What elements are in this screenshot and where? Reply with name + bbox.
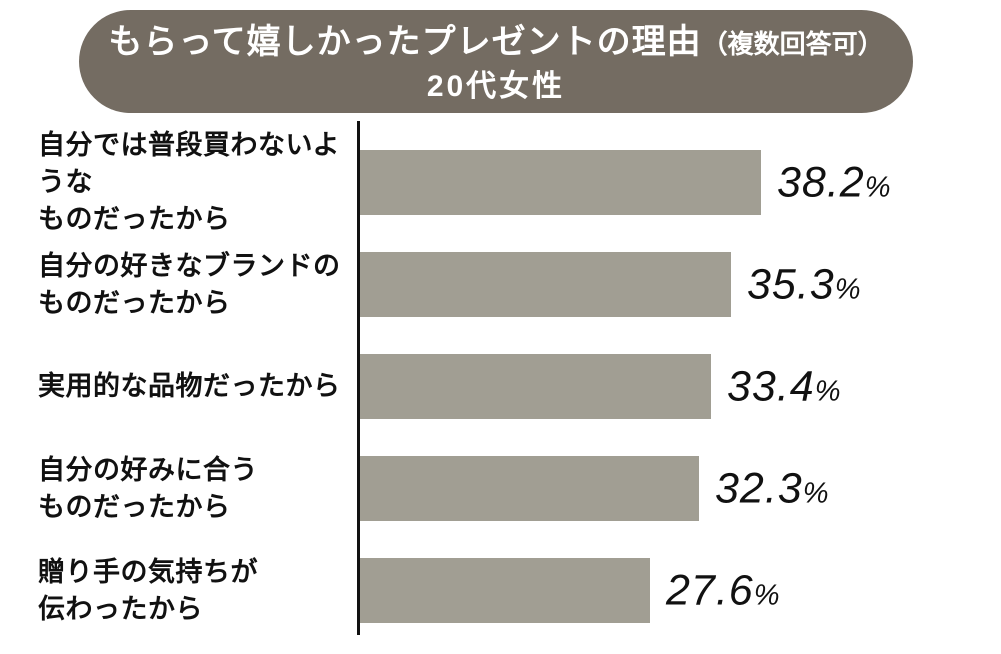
category-label-line: 実用的な品物だったから (38, 371, 341, 401)
chart-title-line1: もらって嬉しかったプレゼントの理由（複数回答可） (108, 19, 883, 67)
category-label: 贈り手の気持ちが 伝わったから (38, 550, 350, 631)
percent-sign: % (834, 273, 861, 305)
value-number: 33.4 (727, 362, 815, 410)
percent-sign: % (864, 171, 891, 203)
bar (360, 558, 650, 623)
value-label: 27.6% (666, 566, 780, 615)
value-number: 35.3 (747, 260, 835, 308)
category-label: 実用的な品物だったから (38, 346, 350, 427)
category-label-line: ものだったから (38, 287, 231, 318)
category-label-line: 伝わったから (38, 593, 203, 624)
category-label: 自分の好きなブランドの ものだったから (38, 244, 350, 325)
category-label-line: 贈り手の気持ちが (38, 556, 258, 587)
value-label: 33.4% (727, 362, 841, 411)
percent-sign: % (814, 375, 841, 407)
bar (360, 456, 699, 521)
value-number: 32.3 (715, 464, 803, 512)
value-number: 27.6 (666, 566, 754, 614)
category-label-line: ものだったから (38, 491, 231, 522)
category-label: 自分では普段買わないようなものだったから (38, 130, 350, 234)
value-number: 38.2 (777, 158, 865, 206)
category-label-line: 自分の好きなブランドの (38, 250, 341, 281)
category-label: 自分の好みに合う ものだったから (38, 448, 350, 529)
chart-title-pill: もらって嬉しかったプレゼントの理由（複数回答可） 20代女性 (79, 10, 913, 113)
chart-title-subtitle: 20代女性 (426, 69, 566, 103)
bar (360, 354, 711, 419)
percent-sign: % (753, 579, 780, 611)
chart-title-main: もらって嬉しかったプレゼントの理由 (108, 22, 702, 61)
category-label-line: ものだったから (38, 204, 231, 234)
value-label: 35.3% (747, 260, 861, 309)
category-label-line: 自分の好みに合う (38, 454, 258, 485)
bar (360, 252, 731, 317)
bar (360, 150, 761, 215)
value-label: 32.3% (715, 464, 829, 513)
category-label-line: 自分では普段買わないような (38, 130, 340, 197)
percent-sign: % (802, 477, 829, 509)
value-label: 38.2% (777, 158, 891, 207)
y-axis-line (357, 121, 360, 635)
chart-title-paren: （複数回答可） (701, 28, 884, 59)
